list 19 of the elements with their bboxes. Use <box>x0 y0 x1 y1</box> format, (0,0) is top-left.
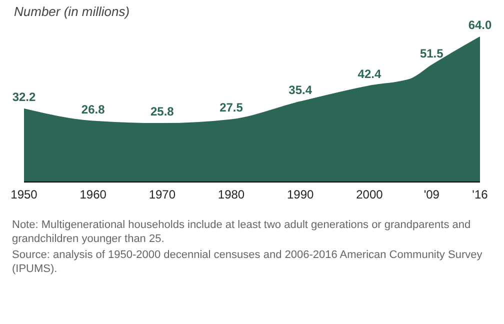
x-tick-label: 1960 <box>80 188 107 202</box>
data-label: 51.5 <box>420 46 444 60</box>
source-note: Source: analysis of 1950-2000 decennial censuses and 2006-2016 American Community Survey (IPUMS). <box>12 248 484 276</box>
x-tick-label: 1970 <box>148 188 176 202</box>
text: Note: Multigenerational households include at least two adult generations or grandparents and grandchildren younger than 25. <box>12 218 472 246</box>
x-tick-label: 1990 <box>287 188 314 202</box>
data-label: 25.8 <box>150 104 174 119</box>
x-tick-label: 2000 <box>356 188 384 202</box>
data-label: 42.4 <box>358 66 382 81</box>
data-label: 26.8 <box>81 102 106 116</box>
data-label: 27.5 <box>220 100 244 115</box>
x-tick-label: 1980 <box>218 188 245 202</box>
data-label: 64.0 <box>468 18 492 32</box>
x-tick-label: '16 <box>472 188 488 202</box>
data-label: 35.4 <box>288 82 312 97</box>
chart-title: Number (in millions) <box>14 4 131 19</box>
data-label: 32.2 <box>12 90 36 104</box>
x-tick-label: 1950 <box>10 188 38 202</box>
x-tick-label: '09 <box>424 188 440 202</box>
